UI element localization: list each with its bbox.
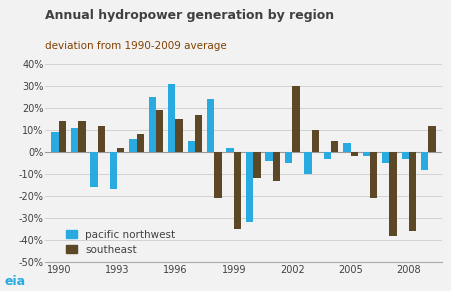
Bar bbox=[304, 152, 312, 174]
Bar bbox=[117, 148, 124, 152]
Bar bbox=[331, 141, 339, 152]
Bar bbox=[168, 84, 175, 152]
Bar bbox=[382, 152, 390, 163]
Bar bbox=[312, 130, 319, 152]
Bar bbox=[148, 97, 156, 152]
Bar bbox=[370, 152, 377, 198]
Bar bbox=[90, 152, 97, 187]
Bar bbox=[234, 152, 241, 229]
Bar bbox=[195, 115, 202, 152]
Bar bbox=[292, 86, 299, 152]
Bar bbox=[421, 152, 428, 170]
Bar bbox=[214, 152, 222, 198]
Bar bbox=[253, 152, 261, 178]
Bar bbox=[390, 152, 397, 235]
Bar bbox=[129, 139, 137, 152]
Bar bbox=[363, 152, 370, 156]
Bar bbox=[401, 152, 409, 159]
Text: deviation from 1990-2009 average: deviation from 1990-2009 average bbox=[45, 41, 227, 51]
Bar bbox=[350, 152, 358, 156]
Bar bbox=[207, 99, 214, 152]
Bar bbox=[156, 110, 163, 152]
Bar bbox=[71, 128, 78, 152]
Bar bbox=[343, 143, 350, 152]
Bar bbox=[324, 152, 331, 159]
Bar bbox=[51, 132, 59, 152]
Bar bbox=[59, 121, 66, 152]
Bar bbox=[409, 152, 416, 231]
Bar bbox=[428, 126, 436, 152]
Bar bbox=[97, 126, 105, 152]
Bar bbox=[175, 119, 183, 152]
Legend: pacific northwest, southeast: pacific northwest, southeast bbox=[66, 230, 175, 255]
Bar bbox=[110, 152, 117, 189]
Bar bbox=[265, 152, 273, 161]
Bar bbox=[246, 152, 253, 222]
Bar bbox=[226, 148, 234, 152]
Text: Annual hydropower generation by region: Annual hydropower generation by region bbox=[45, 9, 334, 22]
Bar bbox=[137, 134, 144, 152]
Bar bbox=[285, 152, 292, 163]
Bar bbox=[273, 152, 280, 180]
Bar bbox=[78, 121, 86, 152]
Bar bbox=[188, 141, 195, 152]
Text: eia: eia bbox=[5, 275, 26, 288]
